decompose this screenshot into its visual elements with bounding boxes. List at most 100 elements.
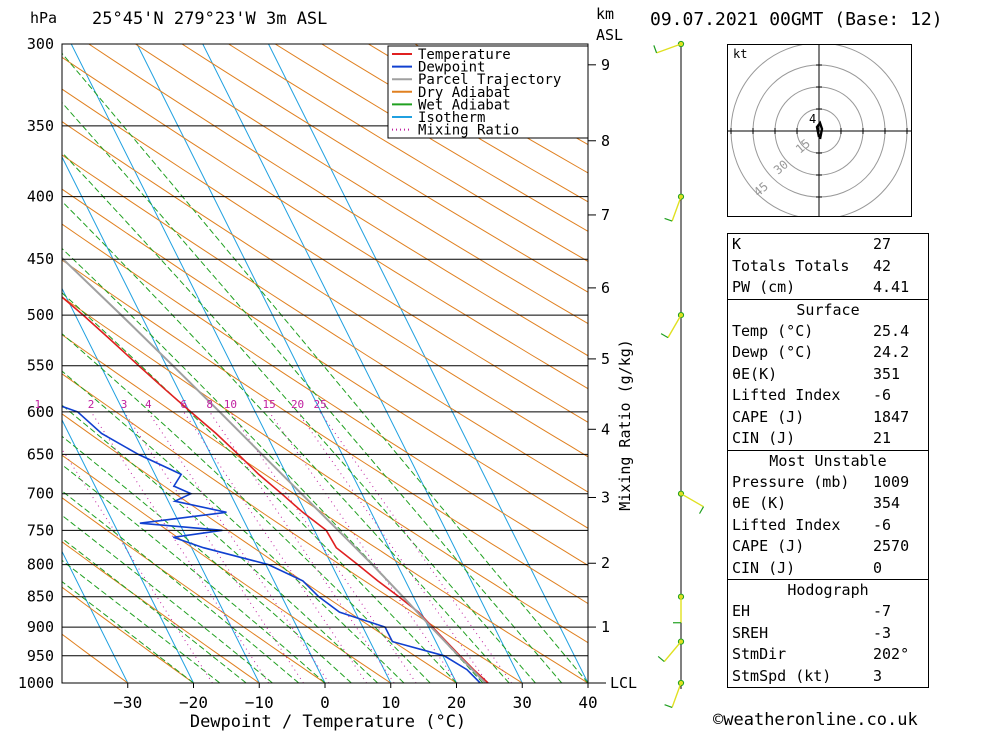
dry-adiabat-line	[62, 296, 588, 644]
wind-barb-flag	[653, 45, 658, 54]
wind-barb	[671, 196, 682, 222]
mixing-ratio-line	[297, 411, 488, 683]
x-tick-label: −10	[245, 693, 274, 712]
surface-value: 351	[873, 364, 901, 383]
mixing-ratio-value-label: 15	[263, 398, 276, 411]
wet-adiabat-line	[62, 514, 273, 683]
mixing-ratio-value-label: 1	[35, 398, 42, 411]
surface-label: Dewp (°C)	[732, 343, 814, 361]
legend-box	[387, 45, 589, 139]
surface-label: CIN (J)	[732, 429, 796, 447]
surface-title: Surface	[796, 300, 860, 319]
most-unstable-row: Pressure (mb) 1009	[728, 472, 928, 494]
km-tick-label: 5	[601, 350, 610, 368]
hodograph-param-value: -7	[873, 602, 892, 620]
pressure-tick-label: 500	[27, 306, 54, 324]
surface-label: Temp (°C)	[732, 321, 814, 340]
dry-adiabat-line	[62, 586, 194, 683]
hodograph-param-value: -3	[873, 623, 892, 642]
most-unstable-value: -6	[873, 515, 892, 534]
surface-row: Dewp (°C) 24.2	[728, 342, 928, 364]
wind-barb-flag	[657, 655, 665, 662]
right-unit-km: km	[596, 5, 615, 23]
wet-adiabat-line	[62, 333, 431, 683]
isotherm-line	[62, 550, 129, 683]
hodograph-param-value: 202°	[873, 645, 910, 663]
most-unstable-row: θE (K) 354	[728, 493, 928, 515]
km-tick-label: 1	[601, 618, 610, 636]
credit-site: weatheronline.co.uk	[723, 710, 918, 730]
dry-adiabat-line	[228, 44, 588, 262]
most-unstable-label: Lifted Index	[732, 515, 841, 534]
hodograph-param-row: SREH -3	[728, 623, 928, 645]
km-tick-label: 9	[601, 56, 610, 74]
hodograph-unit-label: kt	[733, 47, 747, 61]
mixing-ratio-value-label: 20	[291, 398, 304, 411]
x-tick-label: 20	[447, 693, 466, 712]
hodograph-title: Hodograph	[787, 581, 869, 599]
surface-label: CAPE (J)	[732, 407, 805, 426]
index-label: K	[732, 235, 742, 253]
location-title: 25°45'N 279°23'W 3m ASL	[92, 9, 328, 29]
copyright-symbol: ©	[713, 710, 724, 730]
indices-table: K 27 Totals Totals 42 PW (cm) 4.41 Surface Te…	[727, 233, 929, 688]
dry-adiabat-line	[181, 44, 588, 293]
legend-entry-label: Dry Adiabat	[418, 85, 511, 101]
pressure-tick-label: 1000	[18, 674, 54, 692]
index-value: 4.41	[873, 278, 910, 296]
surface-value: -6	[873, 386, 892, 404]
index-row: Totals Totals 42	[728, 256, 928, 278]
mixing-ratio-line	[123, 411, 304, 683]
wind-barb	[671, 682, 682, 708]
hodograph-panel: kt 15 30 45 4	[727, 42, 912, 220]
right-unit-asl: ASL	[596, 26, 624, 44]
hodograph-param-row: StmSpd (kt) 3	[728, 666, 928, 688]
credit[interactable]: ©weatheronline.co.uk	[713, 710, 918, 730]
surface-label: Lifted Index	[732, 386, 841, 404]
index-row: PW (cm) 4.41	[728, 277, 928, 299]
hodograph-param-row: StmDir 202°	[728, 644, 928, 666]
km-tick-label: 7	[601, 206, 610, 224]
x-axis-label: Dewpoint / Temperature (°C)	[190, 712, 466, 732]
pressure-tick-label: 850	[27, 588, 54, 606]
km-tick-label: 3	[601, 488, 610, 506]
most-unstable-value: 1009	[873, 472, 910, 491]
most-unstable-value: 354	[873, 494, 901, 512]
wind-barb-flag	[664, 217, 673, 222]
surface-value: 24.2	[873, 343, 910, 361]
pressure-tick-label: 800	[27, 556, 54, 574]
isotherm-line	[268, 44, 588, 683]
most-unstable-label: CAPE (J)	[732, 537, 805, 555]
hodograph-param-label: EH	[732, 602, 751, 620]
hodograph-param-label: SREH	[732, 623, 769, 642]
hodograph-param-label: StmSpd (kt)	[732, 666, 832, 685]
surface-label: θE(K)	[732, 364, 778, 383]
wind-barb	[667, 314, 682, 338]
most-unstable-label: CIN (J)	[732, 558, 796, 577]
legend-entry-label: Wet Adiabat	[418, 97, 511, 113]
x-tick-label: 0	[320, 693, 330, 712]
datetime-title: 09.07.2021 00GMT (Base: 12)	[650, 9, 943, 30]
hodograph-ring-label: 30	[771, 157, 791, 177]
isotherm-line	[62, 418, 194, 683]
mixing-ratio-axis-label: Mixing Ratio (g/kg)	[616, 339, 634, 511]
mixing-ratio-value-label: 4	[145, 398, 152, 411]
dry-adiabat-line	[62, 541, 260, 683]
pressure-tick-label: 650	[27, 445, 54, 463]
most-unstable-title: Most Unstable	[769, 451, 887, 470]
dry-adiabat-line	[88, 44, 588, 357]
surface-row: Temp (°C) 25.4	[728, 321, 928, 343]
surface-row: CAPE (J) 1847	[728, 407, 928, 429]
dry-adiabat-line	[62, 188, 588, 529]
x-tick-label: −30	[113, 693, 142, 712]
surface-value: 21	[873, 429, 892, 447]
dry-adiabat-line	[62, 633, 129, 683]
surface-value: 25.4	[873, 321, 910, 340]
legend-entry-label: Parcel Trajectory	[418, 72, 561, 88]
isotherm-line	[62, 287, 260, 683]
hodograph-trace-label: 4	[809, 112, 816, 126]
km-tick-label: 2	[601, 554, 610, 572]
legend-entry-label: Mixing Ratio	[418, 123, 519, 139]
wet-adiabat-line	[62, 490, 300, 683]
